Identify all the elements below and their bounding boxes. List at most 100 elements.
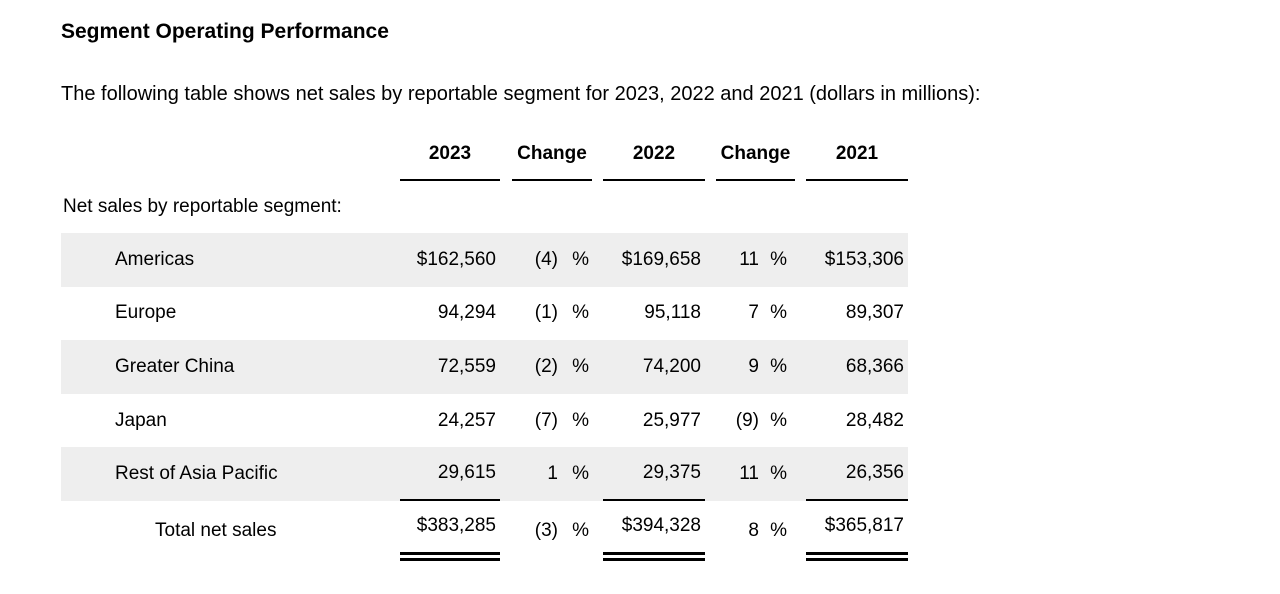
- percent-sign: %: [572, 355, 589, 377]
- change-2022-vs-2021: (9) %: [716, 394, 795, 448]
- percent-sign: %: [572, 248, 589, 270]
- column-gap: [592, 140, 603, 181]
- header-spacer: [61, 140, 400, 181]
- column-gap: [795, 287, 806, 341]
- change-2023-vs-2022: (7) %: [512, 394, 592, 448]
- table-row-europe: Europe 94,294 (1) % 95,118 7 % 89,307: [61, 287, 908, 341]
- total-label: Total net sales: [155, 519, 277, 541]
- column-gap: [500, 340, 512, 394]
- change-2022-vs-2021: 9 %: [716, 340, 795, 394]
- value-2022: $169,658: [621, 248, 701, 270]
- column-gap: [592, 394, 603, 448]
- value-2022: 74,200: [642, 355, 701, 377]
- change-2023-vs-2022: 1 %: [512, 447, 592, 501]
- change-2022-vs-2021: 7 %: [716, 287, 795, 341]
- column-gap: [705, 140, 716, 181]
- change-value: 11: [739, 463, 759, 485]
- section-label-row: Net sales by reportable segment:: [61, 181, 908, 233]
- value-2021: 68,366: [845, 355, 904, 377]
- value-2021: 28,482: [845, 409, 904, 431]
- value-2023: 94,294: [437, 302, 496, 324]
- column-gap: [705, 501, 716, 561]
- table-row-japan: Japan 24,257 (7) % 25,977 (9) % 28,482: [61, 394, 908, 448]
- column-gap: [592, 447, 603, 501]
- column-gap: [705, 287, 716, 341]
- column-gap: [705, 340, 716, 394]
- change-value: (3): [534, 519, 558, 541]
- column-gap: [592, 501, 603, 561]
- column-gap: [705, 394, 716, 448]
- total-change-2023-vs-2022: (3) %: [512, 501, 592, 561]
- change-value: (4): [534, 248, 558, 270]
- column-gap: [592, 233, 603, 287]
- change-value: (7): [534, 409, 558, 431]
- column-gap: [705, 447, 716, 501]
- value-2021: $153,306: [824, 248, 904, 270]
- column-gap: [500, 140, 512, 181]
- column-gap: [795, 447, 806, 501]
- column-header-2021: 2021: [806, 140, 908, 181]
- column-gap: [500, 287, 512, 341]
- section-title: Segment Operating Performance: [61, 20, 389, 43]
- column-gap: [795, 394, 806, 448]
- value-2022: 95,118: [644, 302, 701, 324]
- change-value: (9): [735, 409, 759, 431]
- total-value-2022: $394,328: [603, 501, 705, 561]
- percent-sign: %: [770, 519, 787, 541]
- segment-label: Europe: [115, 302, 177, 324]
- percent-sign: %: [770, 463, 787, 485]
- value-2021: 26,356: [806, 447, 908, 501]
- column-header-2022: 2022: [603, 140, 705, 181]
- change-value: (2): [534, 355, 558, 377]
- percent-sign: %: [770, 409, 787, 431]
- value-2023: 24,257: [437, 409, 496, 431]
- percent-sign: %: [572, 463, 589, 485]
- change-2023-vs-2022: (4) %: [512, 233, 592, 287]
- total-change-2022-vs-2021: 8 %: [716, 501, 795, 561]
- segment-label: Americas: [115, 248, 195, 270]
- change-value: 8: [748, 519, 759, 541]
- change-value: 1: [547, 463, 558, 485]
- column-gap: [795, 340, 806, 394]
- table-row-rest-of-asia-pacific: Rest of Asia Pacific 29,615 1 % 29,375 1…: [61, 447, 908, 501]
- column-gap: [500, 394, 512, 448]
- column-header-change-2: Change: [716, 140, 795, 181]
- segment-label: Rest of Asia Pacific: [115, 463, 278, 485]
- section-label: Net sales by reportable segment:: [63, 196, 342, 217]
- value-2023: 29,615: [400, 447, 500, 501]
- column-gap: [795, 140, 806, 181]
- value-2021: 89,307: [845, 302, 904, 324]
- percent-sign: %: [572, 519, 589, 541]
- column-gap: [795, 233, 806, 287]
- percent-sign: %: [770, 248, 787, 270]
- column-gap: [500, 447, 512, 501]
- change-2022-vs-2021: 11 %: [716, 233, 795, 287]
- percent-sign: %: [572, 302, 589, 324]
- column-header-change-1: Change: [512, 140, 592, 181]
- change-value: 9: [748, 355, 759, 377]
- column-gap: [795, 501, 806, 561]
- column-gap: [592, 340, 603, 394]
- table-row-total: Total net sales $383,285 (3) % $394,328 …: [61, 501, 908, 561]
- change-2023-vs-2022: (1) %: [512, 287, 592, 341]
- table-row-greater-china: Greater China 72,559 (2) % 74,200 9 % 68…: [61, 340, 908, 394]
- total-value-2021: $365,817: [806, 501, 908, 561]
- column-gap: [705, 233, 716, 287]
- percent-sign: %: [770, 355, 787, 377]
- column-gap: [592, 287, 603, 341]
- value-2022: 25,977: [642, 409, 701, 431]
- change-value: 7: [748, 302, 759, 324]
- change-value: 11: [739, 248, 759, 270]
- table-row-americas: Americas $162,560 (4) % $169,658 11 % $1…: [61, 233, 908, 287]
- segment-performance-table: 2023 Change 2022 Change 2021 Net sales b…: [61, 140, 908, 561]
- percent-sign: %: [770, 302, 787, 324]
- column-gap: [500, 233, 512, 287]
- column-header-2023: 2023: [400, 140, 500, 181]
- value-2023: 72,559: [437, 355, 496, 377]
- value-2022: 29,375: [603, 447, 705, 501]
- change-value: (1): [534, 302, 558, 324]
- percent-sign: %: [572, 409, 589, 431]
- total-value-2023: $383,285: [400, 501, 500, 561]
- intro-text: The following table shows net sales by r…: [61, 83, 981, 105]
